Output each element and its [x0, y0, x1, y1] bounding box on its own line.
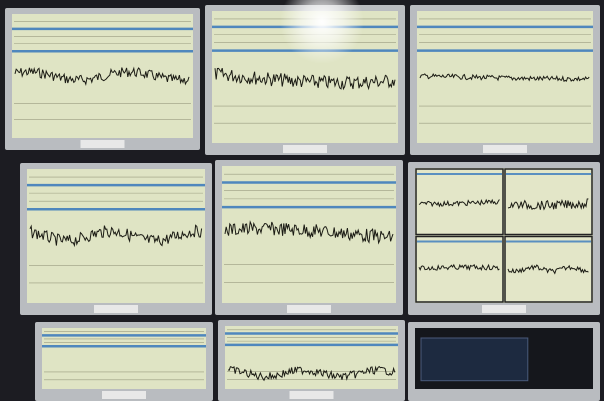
page: {} (() => { JSON.parse(document.getEleme… [0, 0, 604, 401]
nameplate [287, 305, 331, 313]
monitor [20, 163, 212, 315]
monitor [5, 8, 200, 150]
monitor [35, 322, 213, 401]
nameplate [81, 140, 125, 148]
nameplate [102, 391, 146, 399]
nameplate [483, 145, 527, 153]
monitor-wall-photo [0, 0, 604, 401]
nameplate [94, 305, 138, 313]
monitor [408, 322, 600, 401]
monitor [408, 162, 600, 315]
monitor [410, 5, 600, 155]
monitor [215, 160, 403, 315]
monitors [5, 5, 600, 401]
nameplate [482, 305, 526, 313]
monitor [218, 320, 405, 401]
nameplate [290, 391, 334, 399]
window [421, 338, 528, 381]
nameplate [283, 145, 327, 153]
